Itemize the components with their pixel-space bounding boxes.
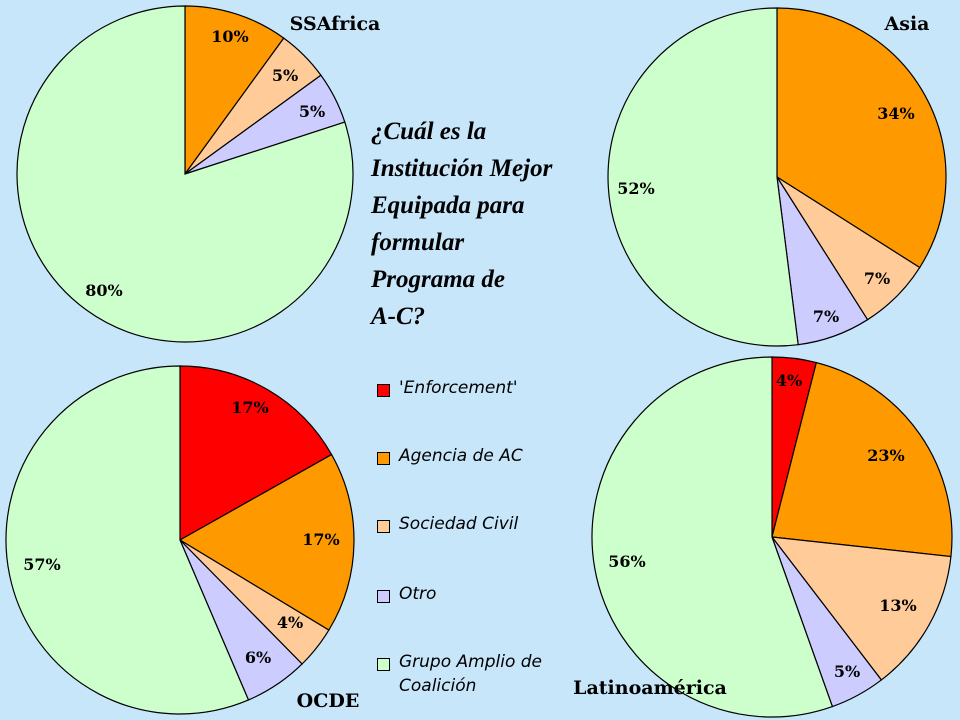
slice-data-label: 7%	[864, 269, 890, 288]
slice-data-label: 57%	[23, 555, 60, 574]
slice-data-label: 80%	[85, 281, 122, 300]
pie-chart: 10% 5%5% 80% SSAfrica	[16, 5, 381, 343]
slice-data-label: 5%	[834, 662, 860, 681]
pie-title: Asia	[884, 13, 930, 35]
pie-slice	[591, 356, 834, 718]
question-line: Institución Mejor	[371, 155, 553, 182]
pie-slice	[16, 5, 354, 343]
slice-data-label: 7%	[813, 307, 839, 326]
pie-slice	[770, 536, 952, 681]
question-line: A-C?	[371, 303, 426, 330]
pie-title: SSAfrica	[290, 13, 381, 35]
slice-data-label: 23%	[867, 446, 904, 465]
slice-data-label: 13%	[879, 596, 916, 615]
slice-data-label: 34%	[877, 104, 914, 123]
pie-chart: 4% 23% 13% 5% 56% Latinoamérica	[573, 356, 953, 718]
legend-label: Agencia de AC	[399, 446, 523, 466]
slice-data-label: 4%	[776, 371, 802, 390]
slice-data-label: 56%	[608, 552, 645, 571]
legend-swatch	[377, 452, 390, 465]
question-line: Equipada para	[371, 192, 525, 219]
slice-data-label: 52%	[617, 179, 654, 198]
slice-data-label: 4%	[277, 613, 303, 632]
legend-label: Otro	[399, 584, 437, 604]
legend-swatch	[377, 590, 390, 603]
pie-slice	[776, 7, 947, 269]
pie-slice	[178, 453, 355, 631]
pie-slice	[184, 5, 285, 176]
slice-data-label: 10%	[211, 27, 248, 46]
slice-data-label: 17%	[231, 398, 268, 417]
legend-label: 'Enforcement'	[399, 378, 518, 398]
slice-data-label: 5%	[299, 102, 325, 121]
pie-slice	[771, 361, 953, 558]
pie-slice	[5, 365, 250, 715]
question-line: ¿Cuál es la	[371, 118, 487, 145]
legend-swatch	[377, 520, 390, 533]
question-line: formular	[371, 229, 465, 256]
question-line: Programa de	[371, 266, 506, 293]
question-title: ¿Cuál es la Institución Mejor Equipada p…	[371, 113, 611, 335]
pie-chart: 17% 17% 4% 6% 57% OCDE	[5, 365, 360, 715]
legend-swatch	[377, 384, 390, 397]
slice-data-label: 5%	[272, 66, 298, 85]
pie-slice	[179, 365, 333, 542]
slice-data-label: 6%	[245, 648, 271, 667]
legend-label: Sociedad Civil	[399, 514, 519, 534]
legend-label: Grupo Amplio de Coalición	[399, 652, 543, 696]
pie-chart: 34% 7% 7% 52% Asia	[607, 7, 947, 347]
pie-slice	[607, 7, 799, 347]
slice-data-label: 17%	[302, 530, 339, 549]
pie-title: Latinoamérica	[573, 677, 727, 699]
pie-title: OCDE	[297, 690, 360, 712]
legend-swatch	[377, 658, 390, 671]
